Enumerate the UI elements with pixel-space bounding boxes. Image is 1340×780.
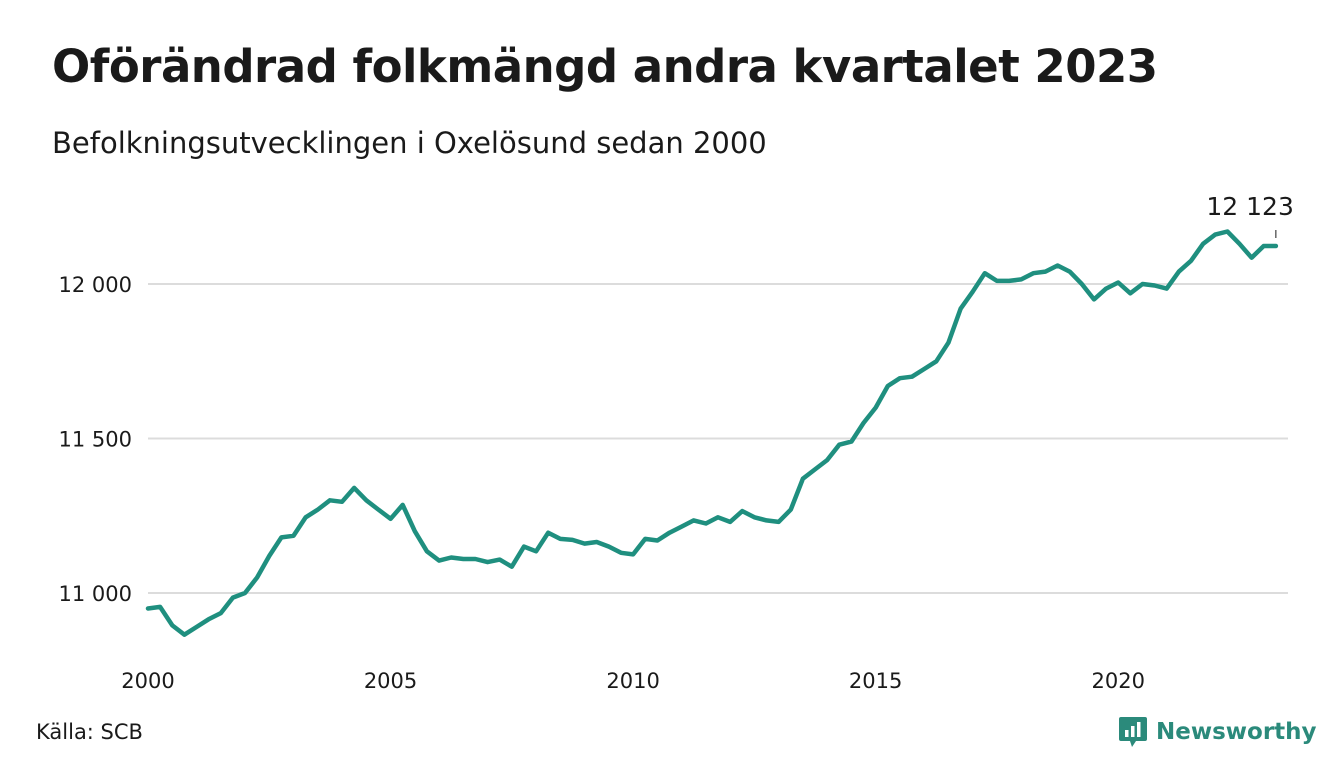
chart-title: Oförändrad folkmängd andra kvartalet 202… [52, 40, 1158, 93]
x-axis-ticks: 2000 2005 2010 2015 2020 [121, 669, 1145, 693]
y-axis-ticks: 11 000 11 500 12 000 [59, 273, 132, 606]
y-tick-label: 12 000 [59, 273, 132, 297]
x-tick-label: 2010 [606, 669, 659, 693]
brand-name: Newsworthy [1156, 719, 1317, 745]
newsworthy-logo-icon [1119, 717, 1147, 747]
y-tick-label: 11 000 [59, 582, 132, 606]
series-lines [145, 229, 1279, 637]
series-line [145, 229, 1279, 637]
x-tick-label: 2000 [121, 669, 174, 693]
end-label-group: 12 123 [1206, 192, 1294, 238]
end-value-label: 12 123 [1206, 192, 1293, 221]
x-tick-label: 2015 [849, 669, 902, 693]
source-note: Källa: SCB [36, 720, 143, 744]
chart-subtitle: Befolkningsutvecklingen i Oxelösund seda… [52, 126, 767, 160]
x-tick-label: 2020 [1091, 669, 1144, 693]
x-tick-label: 2005 [364, 669, 417, 693]
gridlines [148, 283, 1288, 594]
y-tick-label: 11 500 [59, 428, 132, 452]
newsworthy-logo: Newsworthy [1118, 714, 1317, 750]
